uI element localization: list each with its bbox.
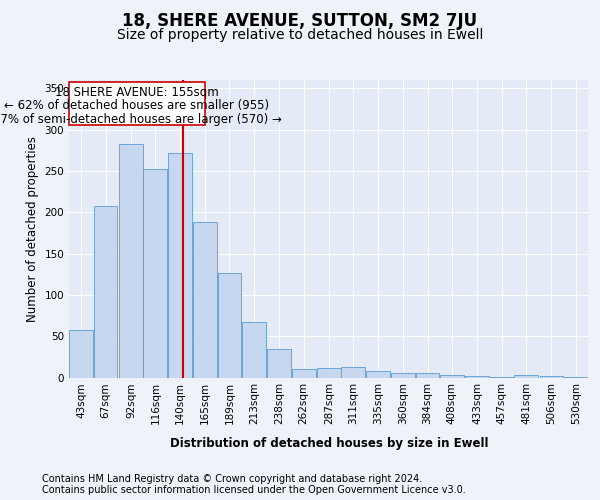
Bar <box>490 376 514 378</box>
FancyBboxPatch shape <box>69 82 205 126</box>
Bar <box>391 372 415 378</box>
Text: Distribution of detached houses by size in Ewell: Distribution of detached houses by size … <box>170 438 488 450</box>
Bar <box>317 368 341 378</box>
Text: 18, SHERE AVENUE, SUTTON, SM2 7JU: 18, SHERE AVENUE, SUTTON, SM2 7JU <box>122 12 478 30</box>
Bar <box>292 369 316 378</box>
Bar <box>564 376 588 378</box>
Text: Size of property relative to detached houses in Ewell: Size of property relative to detached ho… <box>117 28 483 42</box>
Bar <box>341 367 365 378</box>
Text: Contains HM Land Registry data © Crown copyright and database right 2024.: Contains HM Land Registry data © Crown c… <box>42 474 422 484</box>
Bar <box>94 206 118 378</box>
Bar <box>268 348 291 378</box>
Text: 37% of semi-detached houses are larger (570) →: 37% of semi-detached houses are larger (… <box>0 112 281 126</box>
Text: ← 62% of detached houses are smaller (955): ← 62% of detached houses are smaller (95… <box>4 99 269 112</box>
Bar <box>539 376 563 378</box>
Text: 18 SHERE AVENUE: 155sqm: 18 SHERE AVENUE: 155sqm <box>55 86 219 99</box>
Bar <box>366 371 389 378</box>
Bar <box>119 144 143 378</box>
Bar <box>440 375 464 378</box>
Bar <box>143 169 167 378</box>
Bar <box>416 374 439 378</box>
Y-axis label: Number of detached properties: Number of detached properties <box>26 136 39 322</box>
Bar <box>242 322 266 378</box>
Bar <box>69 330 93 378</box>
Text: Contains public sector information licensed under the Open Government Licence v3: Contains public sector information licen… <box>42 485 466 495</box>
Bar <box>193 222 217 378</box>
Bar <box>218 274 241 378</box>
Bar <box>466 376 489 378</box>
Bar <box>514 375 538 378</box>
Bar <box>168 152 191 378</box>
